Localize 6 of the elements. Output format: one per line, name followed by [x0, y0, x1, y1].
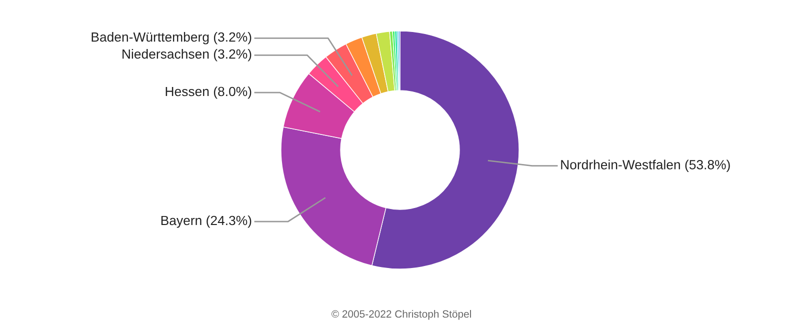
slice-label: Niedersachsen (3.2%)	[122, 49, 252, 62]
slice-label: Baden-Württemberg (3.2%)	[92, 32, 252, 44]
text: © 2005-2022 Christoph Stöpel	[332, 310, 471, 320]
slice-label: Nordrhein-Westfalen (53.8%)	[561, 160, 730, 172]
slice-label: Hessen (8.0%)	[166, 86, 252, 99]
slice-label: Bayern (24.3%)	[161, 215, 252, 228]
